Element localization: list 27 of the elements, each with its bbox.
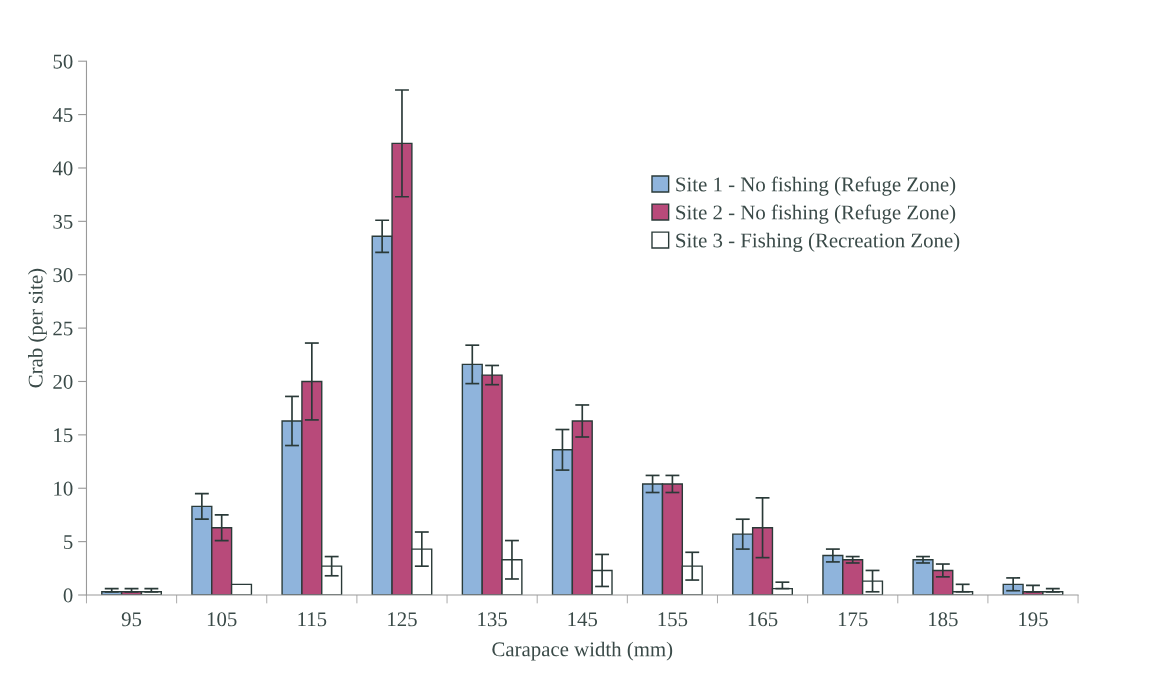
legend-label: Site 3 - Fishing (Recreation Zone): [676, 232, 960, 252]
y-tick-label: 25: [53, 321, 73, 336]
x-tick-label: 105: [207, 612, 237, 627]
legend-label: Site 2 - No fishing (Refuge Zone): [676, 204, 956, 224]
legend-label: Site 1 - No fishing (Refuge Zone): [676, 176, 956, 196]
y-tick-label: 15: [54, 428, 73, 443]
y-tick-label: 45: [52, 108, 73, 123]
y-tick-label: 30: [53, 268, 73, 283]
y-tick-label: 0: [63, 588, 73, 603]
y-axis-title: Crab (per site): [28, 268, 47, 388]
y-tick-label: 20: [53, 374, 73, 389]
x-tick-label: 115: [298, 612, 327, 627]
y-tick-label: 40: [52, 161, 73, 176]
x-tick-label: 125: [388, 612, 417, 627]
x-tick-label: 135: [478, 612, 507, 627]
x-tick-label: 145: [568, 612, 598, 627]
x-tick-label: 95: [121, 612, 142, 627]
x-tick-label: 175: [838, 612, 868, 627]
x-axis-title: Carapace width (mm): [492, 641, 673, 661]
y-tick-label: 5: [64, 535, 73, 550]
x-tick-label: 155: [658, 612, 688, 627]
y-tick-label: 50: [53, 54, 73, 69]
x-tick-label: 195: [1019, 612, 1048, 627]
x-tick-label: 185: [929, 612, 958, 627]
x-tick-label: 165: [748, 612, 778, 627]
y-tick-label: 35: [53, 214, 73, 229]
y-tick-label: 10: [54, 481, 73, 496]
